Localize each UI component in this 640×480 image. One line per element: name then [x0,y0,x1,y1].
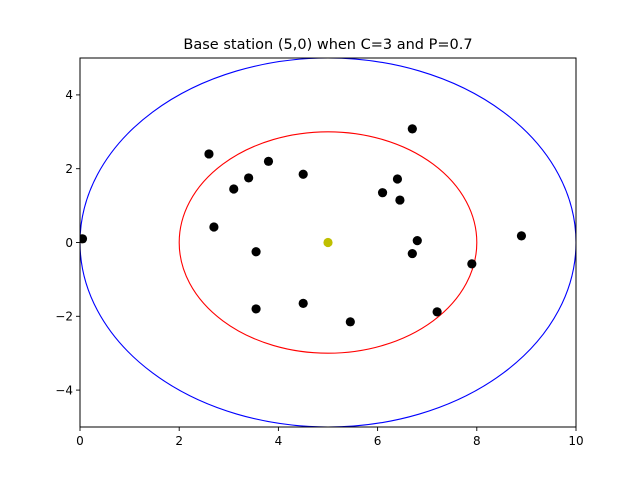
user-point-7 [251,247,261,257]
base-station-point [323,237,333,248]
user-point-5 [244,173,254,183]
user-point-1 [80,234,88,244]
x-tick-label: 4 [275,434,283,448]
coverage-circle-1 [178,131,478,354]
user-point-19 [467,259,477,269]
y-tick-label: 4 [65,88,73,102]
base-station-layer [323,237,333,248]
user-point-12 [377,188,388,198]
user-point-8 [251,304,261,314]
x-tick-label: 6 [374,434,382,448]
user-point-14 [395,195,405,205]
x-tick-label: 2 [175,434,183,448]
user-point-10 [298,298,308,308]
user-point-3 [209,222,219,232]
y-tick-label: −2 [55,310,73,324]
user-point-15 [407,124,417,134]
user-point-4 [229,184,239,194]
user-point-20 [516,231,527,241]
user-point-16 [407,248,417,259]
user-point-18 [432,307,442,317]
user-point-9 [298,169,308,179]
x-tick-label: 0 [76,434,84,448]
y-tick-label: −4 [55,383,73,397]
y-tick-label: 0 [65,236,73,250]
user-point-13 [392,174,403,184]
coverage-circles [80,58,576,427]
y-tick-label: 2 [65,162,73,176]
user-point-11 [345,317,355,327]
y-axis: −4 −2 0 2 4 [55,88,80,397]
user-point-6 [263,156,274,166]
x-tick-label: 8 [473,434,481,448]
chart-title: Base station (5,0) when C=3 and P=0.7 [183,37,472,53]
x-axis: 0 2 4 6 8 10 [76,427,584,448]
user-point-17 [412,236,422,246]
x-tick-label: 10 [568,434,583,448]
user-point-2 [204,149,214,159]
user-points [80,124,527,327]
